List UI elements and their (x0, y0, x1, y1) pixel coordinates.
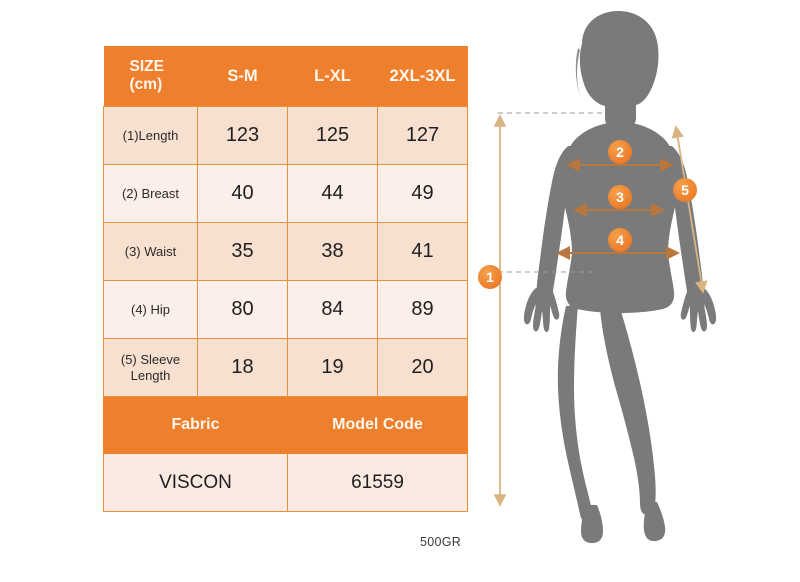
badge-2-breast: 2 (608, 140, 632, 164)
table-row-sleeve-length: (5) Sleeve Length 18 19 20 (103, 338, 468, 397)
cell-model-code-value: 61559 (287, 453, 468, 512)
cell-hip-s-m: 80 (197, 280, 288, 339)
section-header-model-code: Model Code (287, 396, 468, 454)
row-label-sleeve-length: (5) Sleeve Length (103, 338, 198, 397)
cell-breast-2xl-3xl: 49 (377, 164, 468, 223)
badge-1-length: 1 (478, 265, 502, 289)
cell-length-l-xl: 125 (287, 106, 378, 165)
female-silhouette (523, 11, 717, 543)
badge-5-sleeve-length: 5 (673, 178, 697, 202)
cell-sleeve-2xl-3xl: 20 (377, 338, 468, 397)
cell-waist-l-xl: 38 (287, 222, 378, 281)
cell-sleeve-s-m: 18 (197, 338, 288, 397)
arrow-sleeve-diagonal (671, 125, 708, 294)
badge-4-hip: 4 (608, 228, 632, 252)
header-col-l-xl: L-XL (287, 46, 378, 107)
table-row-length: (1)Length 123 125 127 (103, 106, 468, 165)
cell-breast-l-xl: 44 (287, 164, 378, 223)
row-label-hip: (4) Hip (103, 280, 198, 339)
header-col-2xl-3xl: 2XL-3XL (377, 46, 468, 107)
cell-length-s-m: 123 (197, 106, 288, 165)
size-chart-table: SIZE (cm) S-M L-XL 2XL-3XL (1)Length 123… (103, 46, 468, 512)
row-label-breast: (2) Breast (103, 164, 198, 223)
cell-breast-s-m: 40 (197, 164, 288, 223)
table-row-breast: (2) Breast 40 44 49 (103, 164, 468, 223)
header-col-s-m: S-M (197, 46, 288, 107)
cell-waist-s-m: 35 (197, 222, 288, 281)
cell-hip-l-xl: 84 (287, 280, 378, 339)
cell-waist-2xl-3xl: 41 (377, 222, 468, 281)
cell-sleeve-l-xl: 19 (287, 338, 378, 397)
row-label-waist: (3) Waist (103, 222, 198, 281)
table-row-hip: (4) Hip 80 84 89 (103, 280, 468, 339)
table-row-fabric-values: VISCON 61559 (103, 453, 468, 512)
header-size-cell: SIZE (cm) (103, 46, 198, 107)
table-header-row: SIZE (cm) S-M L-XL 2XL-3XL (103, 46, 468, 107)
cell-fabric-value: VISCON (103, 453, 288, 512)
header-size-line2: (cm) (129, 76, 163, 93)
silhouette-svg (493, 11, 717, 543)
cell-length-2xl-3xl: 127 (377, 106, 468, 165)
row-label-length: (1)Length (103, 106, 198, 165)
header-size-line1: SIZE (129, 58, 164, 76)
section-header-fabric: Fabric (103, 396, 288, 454)
table-section-header-row: Fabric Model Code (103, 396, 468, 454)
table-row-waist: (3) Waist 35 38 41 (103, 222, 468, 281)
cell-hip-2xl-3xl: 89 (377, 280, 468, 339)
body-measurement-diagram: 1 2 3 4 5 (470, 0, 800, 577)
badge-3-waist: 3 (608, 185, 632, 209)
weight-note: 500GR (420, 535, 462, 549)
